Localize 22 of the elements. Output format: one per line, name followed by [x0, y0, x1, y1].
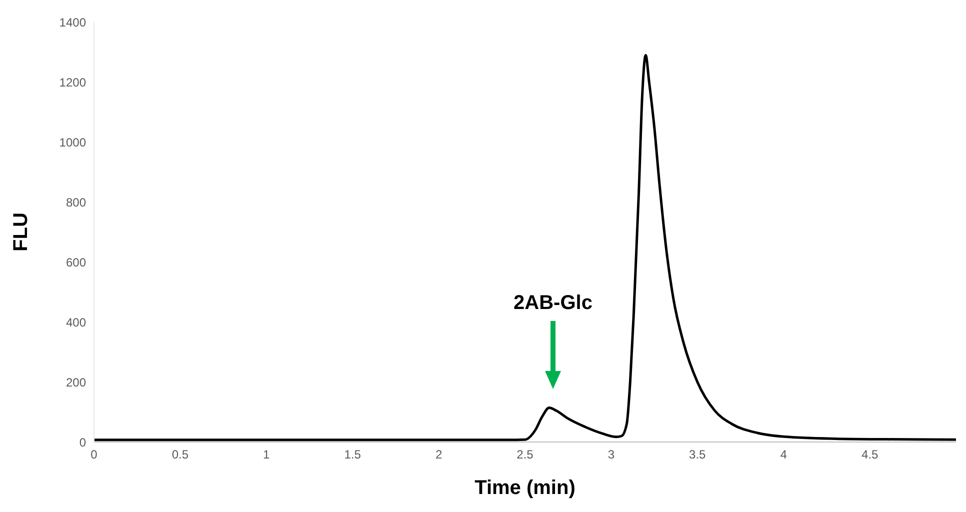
y-tick-label: 1200 [59, 75, 86, 90]
x-tick-label: 2.5 [516, 448, 534, 462]
y-tick-label: 1000 [59, 135, 86, 150]
x-tick-label: 3.5 [689, 448, 706, 462]
annotation: 2AB-Glc [514, 292, 592, 315]
y-tick-label: 1400 [59, 15, 86, 30]
x-tick-label: 2 [435, 448, 442, 462]
y-tick-label: 0 [79, 435, 86, 450]
x-tick-label: 4 [780, 448, 788, 462]
y-tick-label: 800 [66, 195, 86, 210]
line-series [94, 54, 956, 442]
y-tick-label: 600 [66, 255, 86, 270]
x-tick-label: 0 [90, 448, 98, 462]
x-tick-label: 3 [608, 448, 615, 462]
x-tick-label: 1 [263, 448, 270, 462]
y-tick-label: 400 [66, 315, 86, 330]
y-axis-title: FLU [10, 212, 32, 252]
x-tick-label: 4.5 [861, 448, 878, 462]
y-tick-label: 200 [66, 375, 86, 390]
x-tick-label: 0.5 [172, 448, 189, 462]
x-axis-title: Time (min) [474, 477, 576, 499]
x-tick-label: 1.5 [344, 448, 362, 462]
